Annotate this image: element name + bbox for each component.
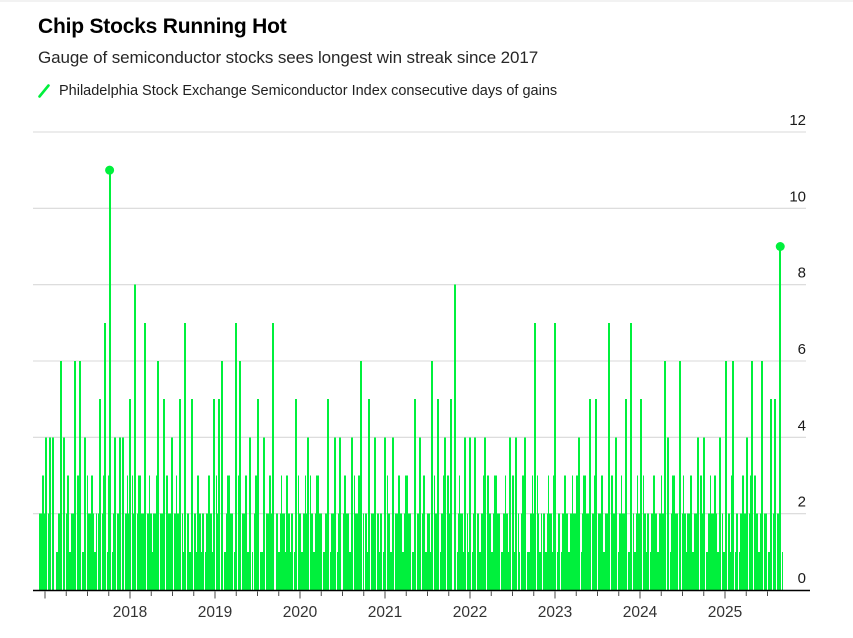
svg-text:4: 4	[798, 417, 806, 434]
svg-text:2025: 2025	[708, 604, 742, 621]
svg-text:6: 6	[798, 341, 806, 358]
chart-header: Chip Stocks Running Hot Gauge of semicon…	[38, 14, 798, 99]
svg-text:12: 12	[789, 112, 806, 129]
svg-text:2024: 2024	[623, 604, 658, 621]
svg-text:10: 10	[789, 188, 806, 205]
chart-title: Chip Stocks Running Hot	[38, 15, 287, 38]
chart-subtitle: Gauge of semiconductor stocks sees longe…	[38, 48, 539, 68]
legend-series-label: Philadelphia Stock Exchange Semiconducto…	[59, 83, 558, 100]
svg-text:2022: 2022	[453, 604, 487, 621]
svg-text:8: 8	[798, 265, 806, 282]
svg-text:2019: 2019	[198, 604, 232, 621]
chart-legend: Philadelphia Stock Exchange Semiconducto…	[38, 83, 798, 99]
svg-text:2023: 2023	[538, 604, 572, 621]
top-hairline	[0, 0, 853, 2]
svg-text:2018: 2018	[113, 604, 147, 621]
svg-text:2020: 2020	[283, 604, 318, 621]
legend-slash-icon	[38, 84, 50, 98]
svg-text:2021: 2021	[368, 604, 402, 621]
svg-text:2: 2	[798, 494, 806, 511]
svg-text:0: 0	[798, 570, 806, 587]
